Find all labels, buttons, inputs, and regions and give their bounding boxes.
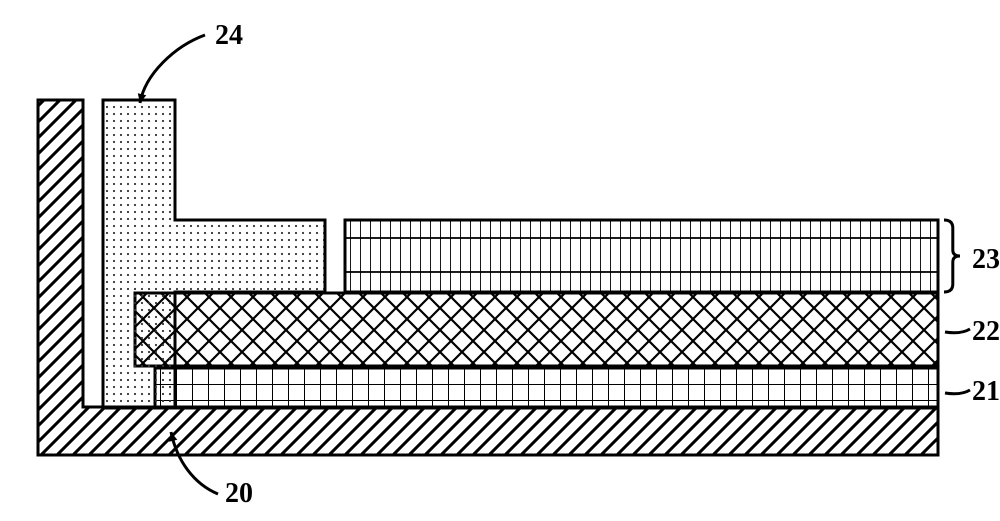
layer-23 bbox=[345, 220, 938, 292]
ref-label-24: 24 bbox=[215, 20, 243, 52]
leader-22 bbox=[945, 329, 970, 333]
ref-label-21: 21 bbox=[972, 376, 1000, 408]
ref-label-20: 20 bbox=[225, 478, 253, 510]
ref-label-23: 23 bbox=[972, 244, 1000, 276]
bracket-23 bbox=[944, 220, 960, 292]
layer-21 bbox=[155, 368, 938, 408]
layer-22 bbox=[135, 293, 938, 366]
ref-label-22: 22 bbox=[972, 316, 1000, 348]
diagram-stage: 24 23 22 21 20 bbox=[0, 0, 1000, 521]
diagram-svg bbox=[0, 0, 1000, 521]
leader-24 bbox=[140, 35, 205, 103]
leader-21 bbox=[945, 390, 970, 394]
